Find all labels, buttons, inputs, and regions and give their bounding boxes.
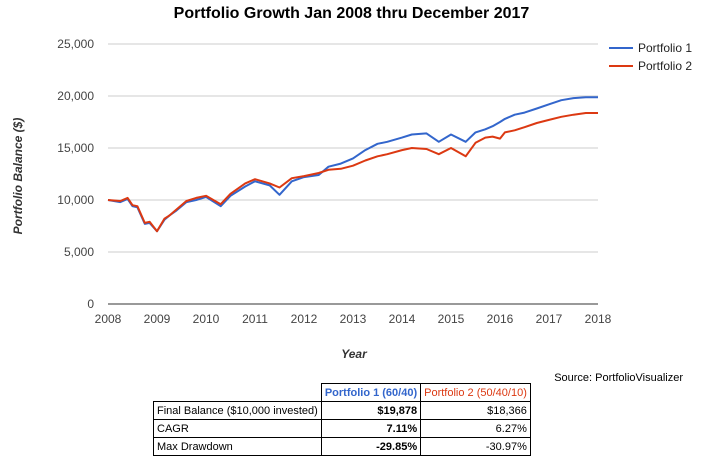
portfolio-1-value: -29.85% <box>320 437 422 456</box>
x-axis-ticks: 2008 2009 2010 2011 2012 2013 2014 2015 2016 2017… <box>95 312 612 326</box>
table-row: CAGR 7.11% 6.27% <box>153 419 531 438</box>
x-tick-label: 2009 <box>144 312 171 326</box>
portfolio-1-value: $19,878 <box>320 401 422 420</box>
series-line-1 <box>107 96 598 233</box>
x-tick-label: 2011 <box>242 312 268 326</box>
y-tick-label: 5,000 <box>64 245 94 259</box>
gridlines <box>108 43 598 305</box>
x-axis-title: Year <box>341 347 368 361</box>
row-label: CAGR <box>153 419 322 438</box>
x-tick-label: 2008 <box>95 312 122 326</box>
row-label: Final Balance ($10,000 invested) <box>153 401 322 420</box>
y-tick-label: 25,000 <box>57 37 94 51</box>
x-tick-label: 2015 <box>438 312 465 326</box>
y-axis-title: Portfolio Balance ($) <box>11 118 25 235</box>
x-tick-label: 2016 <box>487 312 514 326</box>
portfolio-2-value: 6.27% <box>420 419 531 438</box>
source-note: Source: PortfolioVisualizer <box>554 372 683 384</box>
legend-label: Portfolio 2 <box>638 59 692 73</box>
series-lines <box>107 96 598 233</box>
table-header-row: Portfolio 1 (60/40) Portfolio 2 (50/40/1… <box>154 383 531 402</box>
x-tick-label: 2012 <box>291 312 318 326</box>
portfolio-2-value: $18,366 <box>420 401 531 420</box>
chart-title: Portfolio Growth Jan 2008 thru December … <box>173 5 530 22</box>
stats-table: Portfolio 1 (60/40) Portfolio 2 (50/40/1… <box>153 383 531 456</box>
x-tick-label: 2017 <box>536 312 563 326</box>
portfolio-1-value: 7.11% <box>320 419 422 438</box>
x-tick-label: 2014 <box>389 312 416 326</box>
table-header-portfolio-1: Portfolio 1 (60/40) <box>320 383 422 402</box>
legend-label: Portfolio 1 <box>638 41 692 55</box>
x-tick-label: 2013 <box>340 312 367 326</box>
x-tick-label: 2018 <box>585 312 612 326</box>
y-tick-label: 20,000 <box>57 89 94 103</box>
y-axis-ticks: 0 5,000 10,000 15,000 20,000 25,000 <box>57 37 94 311</box>
y-tick-label: 15,000 <box>57 141 94 155</box>
y-tick-label: 10,000 <box>57 193 94 207</box>
table-header-blank <box>154 384 322 402</box>
table-row: Max Drawdown -29.85% -30.97% <box>153 437 531 456</box>
table-row: Final Balance ($10,000 invested) $19,878… <box>153 401 531 420</box>
y-tick-label: 0 <box>87 297 94 311</box>
row-label: Max Drawdown <box>153 437 322 456</box>
series-line-2 <box>107 112 598 233</box>
legend: Portfolio 1 Portfolio 2 <box>609 41 692 73</box>
x-tick-label: 2010 <box>193 312 220 326</box>
portfolio-2-value: -30.97% <box>420 437 531 456</box>
table-header-portfolio-2: Portfolio 2 (50/40/10) <box>420 383 531 402</box>
